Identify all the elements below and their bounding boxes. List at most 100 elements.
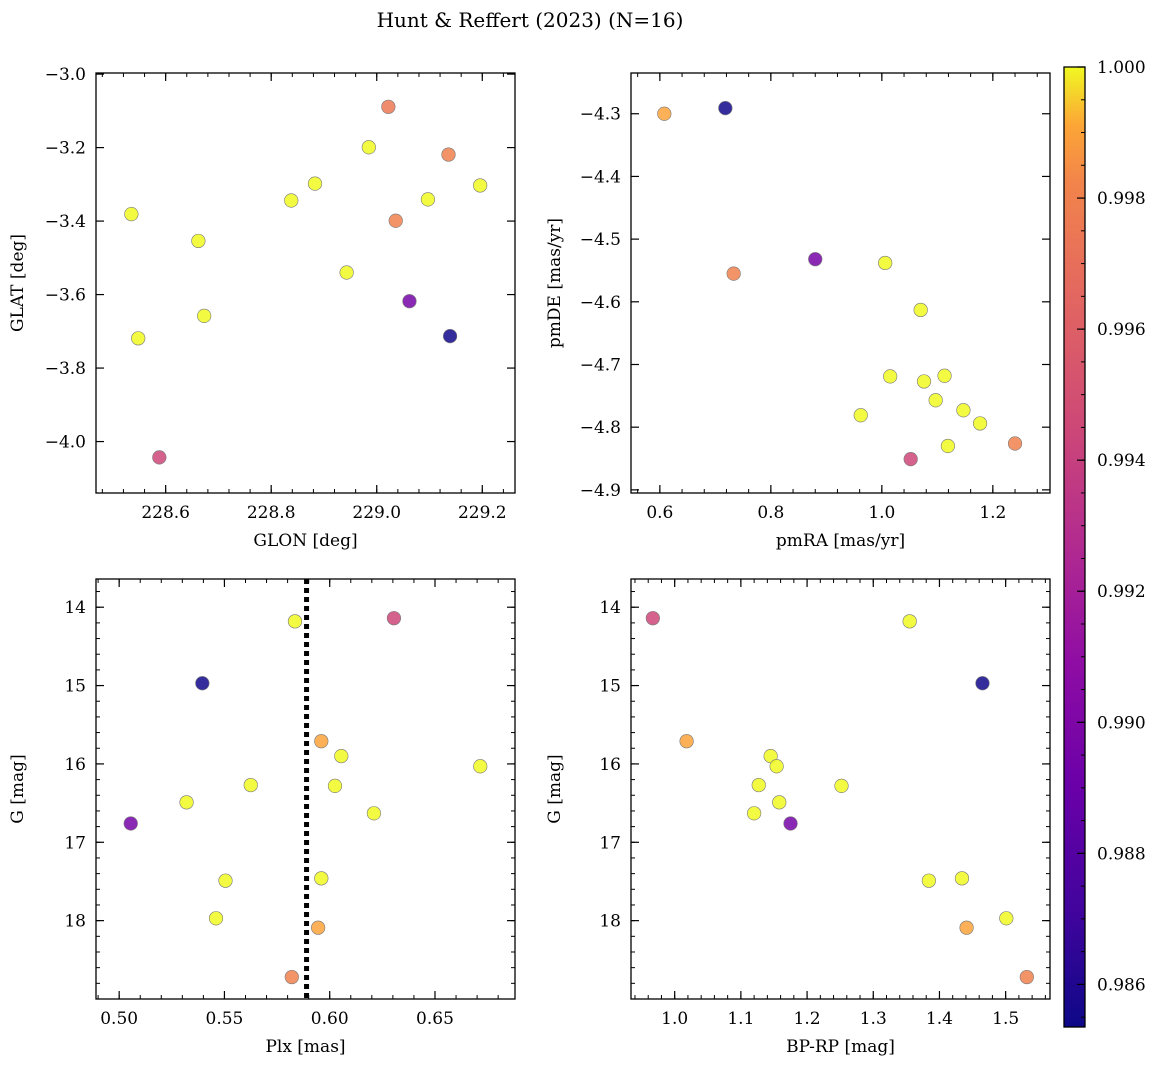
x-tick-label: 1.3 xyxy=(860,1009,887,1029)
scatter-point xyxy=(179,795,194,810)
scatter-point xyxy=(808,252,823,267)
scatter-point xyxy=(197,308,212,323)
scatter-point xyxy=(311,920,326,935)
scatter-point xyxy=(473,178,488,193)
x-tick-label: 0.65 xyxy=(416,1009,454,1029)
y-tick-label: 15 xyxy=(599,677,621,697)
panel-glon-glat: 228.6 228.8 229.0 229.2 −3.0 −3.2 −3.4 −3.6 −3.8… xyxy=(8,65,516,551)
scatter-point xyxy=(284,969,299,985)
scatter-point xyxy=(903,452,918,467)
x-axis-label: pmRA [mas/yr] xyxy=(776,531,905,551)
scatter-point xyxy=(473,759,488,774)
x-tick-label: 1.2 xyxy=(979,503,1006,523)
scatter-point xyxy=(327,778,343,793)
scatter-point xyxy=(937,368,952,383)
scatter-point xyxy=(916,374,932,389)
x-axis-label: Plx [mas] xyxy=(265,1037,345,1057)
x-tick-label: 229.0 xyxy=(352,503,401,523)
scatter-point xyxy=(940,438,955,454)
x-tick-label: 0.60 xyxy=(311,1009,349,1029)
y-tick-label: 18 xyxy=(64,912,86,932)
y-tick-label: 16 xyxy=(599,755,621,775)
scatter-point xyxy=(747,806,762,821)
scatter-point xyxy=(878,255,893,271)
x-tick-label: 1.5 xyxy=(992,1009,1019,1029)
scatter-point xyxy=(195,676,210,691)
scatter-point xyxy=(366,806,382,821)
scatter-point xyxy=(284,193,299,208)
colorbar-tick-label: 0.992 xyxy=(1097,582,1146,602)
scatter-point xyxy=(388,213,403,228)
scatter-point xyxy=(975,676,990,691)
scatter-points xyxy=(645,611,1034,985)
scatter-point xyxy=(834,778,849,793)
scatter-point xyxy=(420,192,436,207)
scatter-point xyxy=(191,233,206,249)
scatter-point xyxy=(441,147,456,162)
scatter-point xyxy=(124,207,139,222)
scatter-point xyxy=(442,328,458,344)
colorbar-tick-label: 0.986 xyxy=(1097,975,1146,995)
y-tick-label: 18 xyxy=(599,912,621,932)
y-tick-label: 16 xyxy=(64,755,86,775)
scatter-point xyxy=(902,614,917,629)
x-tick-label: 0.55 xyxy=(206,1009,244,1029)
y-tick-label: −3.6 xyxy=(45,286,86,306)
colorbar-tick-label: 1.000 xyxy=(1097,58,1146,78)
colorbar-frame xyxy=(1063,66,1086,1028)
x-tick-label: 0.50 xyxy=(100,1009,138,1029)
x-axis-label: BP-RP [mag] xyxy=(786,1037,895,1057)
y-axis-label: G [mag] xyxy=(8,754,28,823)
scatter-point xyxy=(1019,969,1034,985)
scatter-point xyxy=(339,265,354,280)
x-axis-label: GLON [deg] xyxy=(253,531,357,551)
y-tick-label: −4.3 xyxy=(580,105,621,125)
scatter-point xyxy=(314,734,329,749)
scatter-point xyxy=(956,403,971,418)
scatter-point xyxy=(853,408,868,423)
x-tick-label: 1.0 xyxy=(868,503,895,523)
scatter-point xyxy=(307,176,323,191)
colorbar: 0.986 0.988 0.990 0.992 0.994 0.996 0.998 1.000 xyxy=(1063,58,1146,1028)
scatter-point xyxy=(769,759,784,774)
y-tick-label: −3.4 xyxy=(45,212,86,232)
x-tick-label: 1.2 xyxy=(794,1009,821,1029)
scatter-point xyxy=(954,871,970,886)
scatter-point xyxy=(123,816,138,831)
axis-ticks xyxy=(96,73,515,493)
y-tick-label: 17 xyxy=(599,833,621,853)
scatter-point xyxy=(645,611,660,626)
y-tick-label: 17 xyxy=(64,833,86,853)
y-tick-label: −4.5 xyxy=(580,230,621,250)
scatter-point xyxy=(287,614,303,629)
scatter-point xyxy=(402,294,417,309)
axes-frame xyxy=(95,578,516,1000)
scatter-point xyxy=(783,816,798,831)
scatter-point xyxy=(657,106,672,121)
scatter-point xyxy=(334,748,349,764)
scatter-point xyxy=(999,911,1014,926)
y-tick-label: 15 xyxy=(64,677,86,697)
y-axis-label: pmDE [mas/yr] xyxy=(545,218,565,348)
y-axis-label: GLAT [deg] xyxy=(8,234,28,332)
scatter-point xyxy=(1007,436,1023,451)
panel-plx-g: 0.50 0.55 0.60 0.65 14 15 16 17 18 Plx [mas] G [ma… xyxy=(8,578,516,1057)
scatter-point xyxy=(928,393,943,408)
scatter-point xyxy=(751,777,766,793)
y-tick-label: −4.6 xyxy=(580,293,621,313)
colorbar-tick-label: 0.998 xyxy=(1097,189,1146,209)
axes-frame xyxy=(630,578,1051,1000)
scatter-point xyxy=(314,871,329,886)
x-tick-label: 0.8 xyxy=(757,503,784,523)
scatter-point xyxy=(913,302,928,318)
figure-title: Hunt & Reffert (2023) (N=16) xyxy=(377,8,684,32)
y-tick-label: −4.0 xyxy=(45,433,86,453)
x-tick-label: 1.4 xyxy=(926,1009,953,1029)
scatter-point xyxy=(883,369,898,384)
scatter-point xyxy=(921,873,936,888)
axes-frame xyxy=(95,72,516,494)
y-tick-label: 14 xyxy=(599,598,621,618)
panel-pmra-pmde: 0.6 0.8 1.0 1.2 −4.3 −4.4 −4.5 −4.6 −4.7 −4.8 −4.9… xyxy=(545,72,1051,551)
scatter-point xyxy=(718,101,733,116)
